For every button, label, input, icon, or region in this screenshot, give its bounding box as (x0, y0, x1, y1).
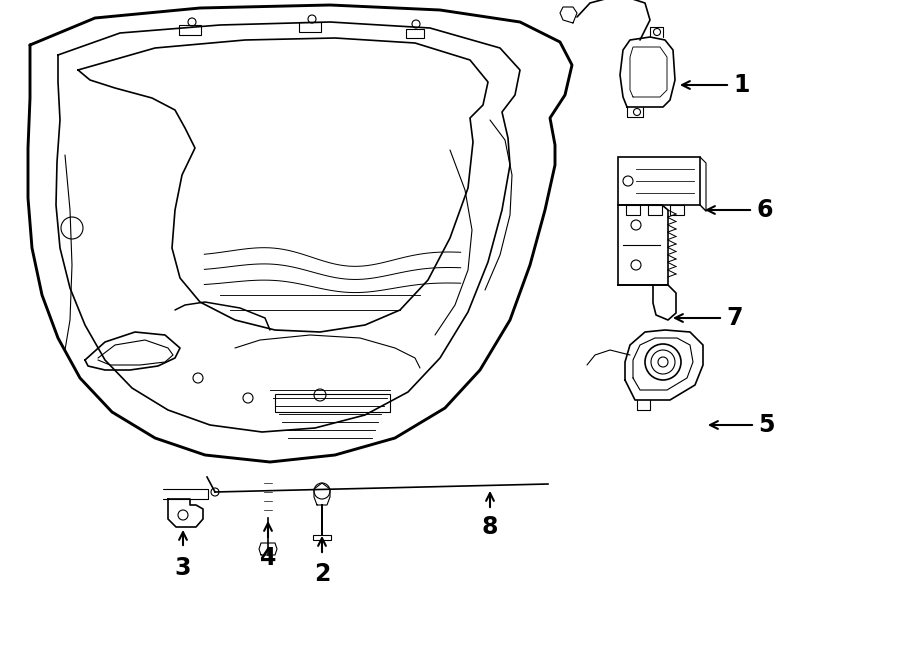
Bar (406, 28, 424, 38)
Text: 4: 4 (260, 546, 276, 570)
Text: 1: 1 (733, 73, 750, 97)
Text: 6: 6 (756, 198, 772, 222)
Text: 8: 8 (482, 515, 499, 539)
Bar (626, 205, 640, 215)
Text: 5: 5 (758, 413, 775, 437)
Bar (648, 205, 662, 215)
Bar (618, 157, 700, 205)
Bar (275, 394, 390, 412)
Bar (179, 25, 201, 35)
Text: 3: 3 (175, 556, 191, 580)
Bar (299, 22, 321, 32)
Circle shape (658, 357, 668, 367)
Text: 2: 2 (314, 562, 330, 586)
Text: 7: 7 (726, 306, 742, 330)
Bar (313, 535, 331, 540)
Bar (670, 205, 684, 215)
